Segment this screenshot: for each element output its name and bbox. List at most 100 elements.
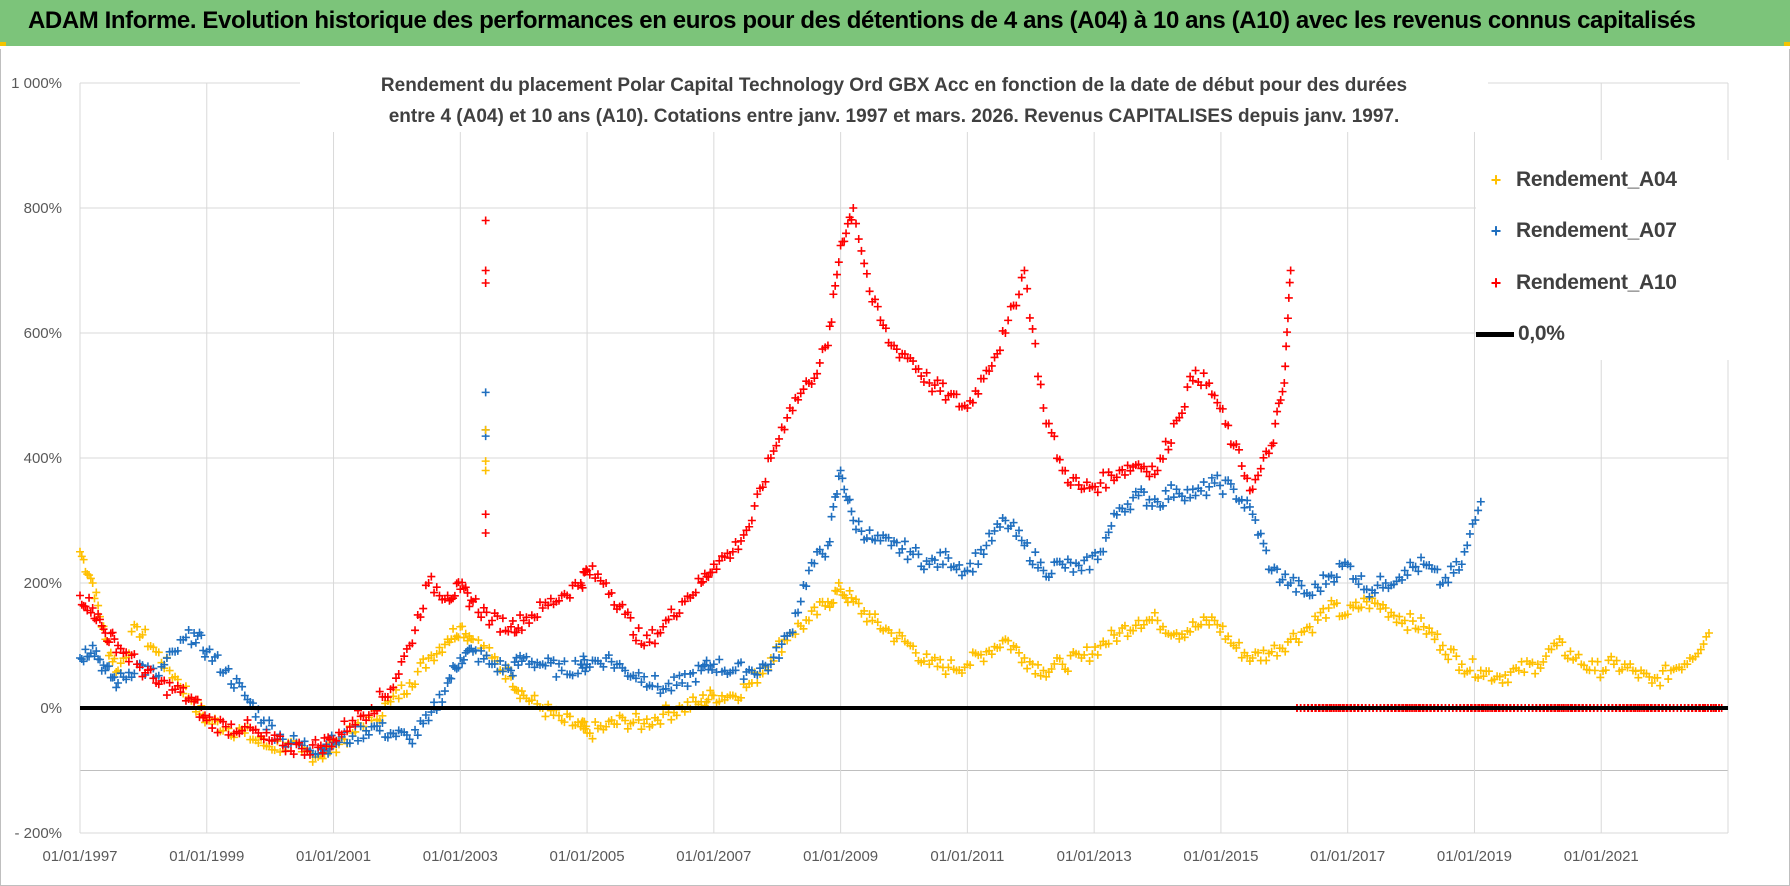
point-rendement-a07 — [887, 541, 896, 550]
point-rendement-a10 — [1072, 473, 1081, 482]
point-rendement-a10 — [963, 404, 972, 412]
point-rendement-a10 — [582, 565, 591, 574]
point-rendement-a04 — [419, 655, 428, 664]
point-rendement-a07 — [378, 718, 387, 727]
point-rendement-a04 — [1484, 667, 1493, 676]
point-rendement-a04 — [402, 689, 411, 698]
point-rendement-a04 — [1419, 622, 1428, 631]
point-rendement-a07 — [1292, 587, 1301, 596]
point-rendement-a04 — [1661, 661, 1670, 670]
point-rendement-a10 — [1283, 314, 1292, 323]
point-rendement-a10 — [1282, 342, 1291, 351]
point-rendement-a04 — [449, 624, 458, 633]
point-rendement-a10 — [498, 614, 507, 623]
point-rendement-a04 — [1647, 679, 1656, 687]
point-rendement-a07 — [1400, 566, 1409, 575]
point-rendement-a04 — [332, 748, 341, 757]
point-rendement-a10 — [243, 716, 252, 725]
point-rendement-a04 — [911, 648, 920, 657]
point-rendement-a10 — [607, 588, 616, 597]
point-rendement-a10 — [664, 615, 673, 624]
point-rendement-a07 — [557, 666, 566, 675]
y-tick-label: 200% — [24, 575, 62, 592]
point-rendement-a10 — [1237, 462, 1246, 471]
point-rendement-a07 — [914, 550, 923, 559]
point-rendement-a10 — [854, 235, 863, 244]
point-rendement-a07 — [122, 675, 131, 684]
point-rendement-a04 — [706, 686, 715, 695]
point-rendement-a07 — [496, 656, 505, 665]
point-rendement-a07 — [979, 550, 988, 559]
point-rendement-a10 — [936, 387, 945, 396]
outlier-point — [481, 425, 490, 434]
y-tick-label: - 200% — [14, 825, 62, 842]
point-rendement-a07 — [1357, 572, 1366, 581]
point-rendement-a07 — [653, 682, 662, 691]
point-rendement-a10 — [224, 730, 233, 739]
point-rendement-a04 — [1430, 635, 1439, 644]
point-rendement-a07 — [356, 722, 365, 731]
point-rendement-a10 — [179, 683, 188, 692]
point-rendement-a04 — [1427, 628, 1436, 637]
point-rendement-a04 — [1596, 673, 1605, 682]
point-rendement-a10 — [1278, 387, 1287, 396]
point-rendement-a10 — [146, 665, 155, 674]
point-rendement-a10 — [76, 591, 84, 600]
point-rendement-a04 — [1683, 660, 1692, 669]
point-rendement-a07 — [81, 645, 90, 654]
x-tick-label: 01/01/2009 — [803, 848, 878, 865]
point-rendement-a04 — [966, 661, 975, 670]
point-rendement-a07 — [232, 674, 241, 683]
point-rendement-a10 — [112, 648, 121, 657]
point-rendement-a07 — [1093, 555, 1102, 564]
point-rendement-a07 — [1085, 565, 1094, 574]
point-rendement-a07 — [1167, 481, 1176, 490]
point-rendement-a10 — [766, 454, 775, 462]
point-rendement-a07 — [1327, 571, 1336, 580]
point-rendement-a07 — [130, 669, 139, 678]
point-rendement-a10 — [85, 593, 94, 602]
point-rendement-a04 — [777, 647, 786, 656]
point-rendement-a07 — [229, 683, 238, 692]
point-rendement-a04 — [1362, 597, 1371, 606]
outlier-point — [481, 388, 490, 397]
point-rendement-a10 — [1091, 482, 1100, 491]
point-rendement-a04 — [1704, 629, 1713, 637]
point-rendement-a04 — [1552, 641, 1561, 650]
point-rendement-a10 — [213, 728, 222, 737]
legend-label: Rendement_A04 — [1516, 168, 1677, 191]
point-rendement-a04 — [76, 547, 84, 556]
point-rendement-a07 — [794, 608, 803, 617]
point-rendement-a10 — [1134, 460, 1143, 469]
point-rendement-a10 — [345, 723, 354, 732]
point-rendement-a10 — [745, 522, 754, 531]
point-rendement-a07 — [884, 533, 893, 542]
point-rendement-a04 — [86, 574, 95, 583]
point-rendement-a10 — [477, 613, 486, 622]
point-rendement-a10 — [675, 609, 684, 618]
point-rendement-a04 — [1503, 678, 1512, 687]
point-rendement-a10 — [525, 619, 534, 628]
point-rendement-a04 — [1501, 671, 1510, 680]
banner-corner-right — [1784, 42, 1790, 46]
point-rendement-a10 — [479, 603, 488, 612]
point-rendement-a04 — [1425, 624, 1434, 633]
point-rendement-a10 — [1017, 273, 1026, 282]
point-rendement-a07 — [443, 679, 452, 687]
point-rendement-a10 — [337, 730, 346, 739]
point-rendement-a07 — [823, 541, 832, 550]
point-rendement-a07 — [1213, 471, 1222, 480]
point-rendement-a10 — [843, 219, 852, 228]
point-rendement-a04 — [1216, 627, 1225, 636]
point-rendement-a04 — [560, 718, 569, 727]
point-rendement-a07 — [1036, 558, 1045, 567]
point-rendement-a10 — [1036, 380, 1045, 389]
point-rendement-a07 — [95, 655, 104, 664]
point-rendement-a10 — [1199, 369, 1208, 378]
y-tick-label: 0% — [40, 700, 62, 717]
point-rendement-a10 — [588, 562, 597, 571]
point-rendement-a10 — [857, 246, 866, 255]
point-rendement-a04 — [930, 653, 939, 662]
point-rendement-a10 — [698, 577, 707, 586]
